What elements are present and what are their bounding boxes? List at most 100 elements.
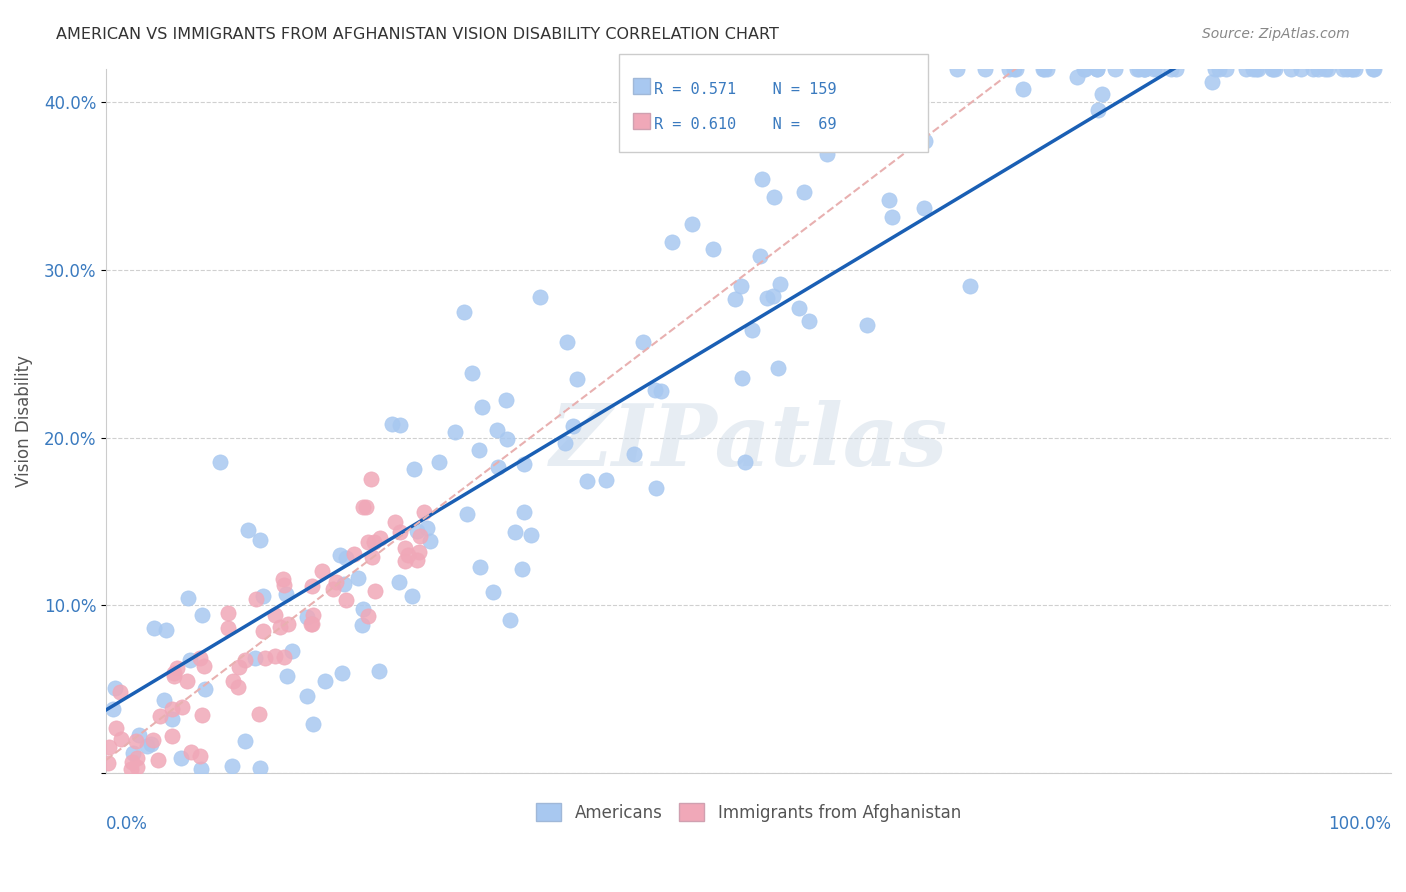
Point bbox=[153, 693, 176, 707]
Point bbox=[236, 524, 259, 538]
Point bbox=[357, 535, 380, 549]
Point bbox=[456, 508, 478, 522]
Point bbox=[413, 504, 436, 518]
Point bbox=[389, 524, 412, 539]
Point bbox=[233, 653, 256, 667]
Point bbox=[381, 417, 404, 431]
Point bbox=[914, 134, 936, 148]
Point bbox=[1160, 62, 1182, 76]
Point bbox=[1074, 62, 1097, 76]
Point bbox=[1032, 62, 1054, 76]
Point bbox=[1005, 62, 1028, 76]
Point bbox=[1133, 62, 1156, 76]
Text: R = 0.610    N =  69: R = 0.610 N = 69 bbox=[654, 118, 837, 132]
Point bbox=[865, 78, 887, 92]
Point bbox=[299, 617, 322, 632]
Point bbox=[495, 393, 517, 408]
Point bbox=[702, 242, 724, 256]
Point bbox=[128, 728, 150, 742]
Point bbox=[482, 585, 505, 599]
Point bbox=[1091, 87, 1114, 102]
Point bbox=[576, 474, 599, 488]
Point bbox=[146, 753, 169, 767]
Point bbox=[170, 699, 193, 714]
Point bbox=[221, 759, 243, 773]
Point bbox=[815, 146, 838, 161]
Point bbox=[208, 455, 231, 469]
Point bbox=[263, 648, 285, 663]
Point bbox=[554, 435, 576, 450]
Point bbox=[170, 751, 193, 765]
Point bbox=[1341, 62, 1364, 76]
Point bbox=[513, 458, 536, 472]
Point bbox=[1336, 62, 1358, 76]
Text: ZIPatlas: ZIPatlas bbox=[550, 401, 948, 483]
Point bbox=[787, 301, 810, 316]
Point bbox=[301, 579, 323, 593]
Point bbox=[467, 443, 489, 458]
Point bbox=[179, 653, 201, 667]
Point bbox=[1164, 62, 1187, 76]
Point bbox=[149, 708, 172, 723]
Point bbox=[162, 712, 184, 726]
Point bbox=[1215, 62, 1237, 76]
Point bbox=[731, 370, 754, 384]
Point bbox=[176, 673, 198, 688]
Point bbox=[139, 737, 162, 751]
Point bbox=[1002, 62, 1025, 76]
Point bbox=[755, 291, 778, 305]
Point bbox=[188, 650, 211, 665]
Point bbox=[406, 524, 429, 538]
Point bbox=[444, 425, 467, 440]
Point bbox=[302, 716, 325, 731]
Point bbox=[529, 290, 551, 304]
Point bbox=[245, 592, 267, 607]
Point bbox=[681, 217, 703, 231]
Point bbox=[1032, 62, 1054, 76]
Point bbox=[470, 560, 492, 574]
Point bbox=[166, 661, 188, 675]
Point bbox=[160, 729, 183, 743]
Point bbox=[427, 455, 450, 469]
Point bbox=[194, 681, 217, 696]
Point bbox=[142, 622, 165, 636]
Point bbox=[751, 172, 773, 186]
Point bbox=[105, 721, 128, 735]
Point bbox=[1263, 62, 1285, 76]
Point bbox=[142, 733, 165, 747]
Point bbox=[353, 500, 375, 514]
Point bbox=[394, 554, 416, 568]
Point bbox=[1133, 62, 1156, 76]
Point bbox=[329, 548, 352, 562]
Point bbox=[1344, 62, 1367, 76]
Point bbox=[998, 62, 1021, 76]
Point bbox=[644, 481, 666, 495]
Point bbox=[734, 455, 756, 469]
Point bbox=[748, 249, 770, 263]
Point bbox=[631, 335, 654, 350]
Point bbox=[408, 545, 430, 559]
Point bbox=[264, 608, 287, 623]
Point bbox=[249, 533, 271, 547]
Point bbox=[163, 665, 186, 680]
Point bbox=[896, 81, 918, 95]
Point bbox=[623, 447, 645, 461]
Point bbox=[228, 660, 250, 674]
Point bbox=[415, 521, 437, 535]
Point bbox=[1104, 62, 1126, 76]
Point bbox=[271, 572, 294, 586]
Point bbox=[252, 624, 274, 638]
Point bbox=[1306, 62, 1329, 76]
Point bbox=[103, 702, 125, 716]
Point bbox=[335, 592, 357, 607]
Point bbox=[562, 419, 585, 434]
Point bbox=[1073, 62, 1095, 76]
Point bbox=[155, 624, 177, 638]
Point bbox=[295, 690, 318, 704]
Point bbox=[1085, 62, 1108, 76]
Point bbox=[495, 433, 517, 447]
Point bbox=[1263, 62, 1285, 76]
Point bbox=[342, 547, 364, 561]
Point bbox=[269, 620, 291, 634]
Point bbox=[226, 681, 249, 695]
